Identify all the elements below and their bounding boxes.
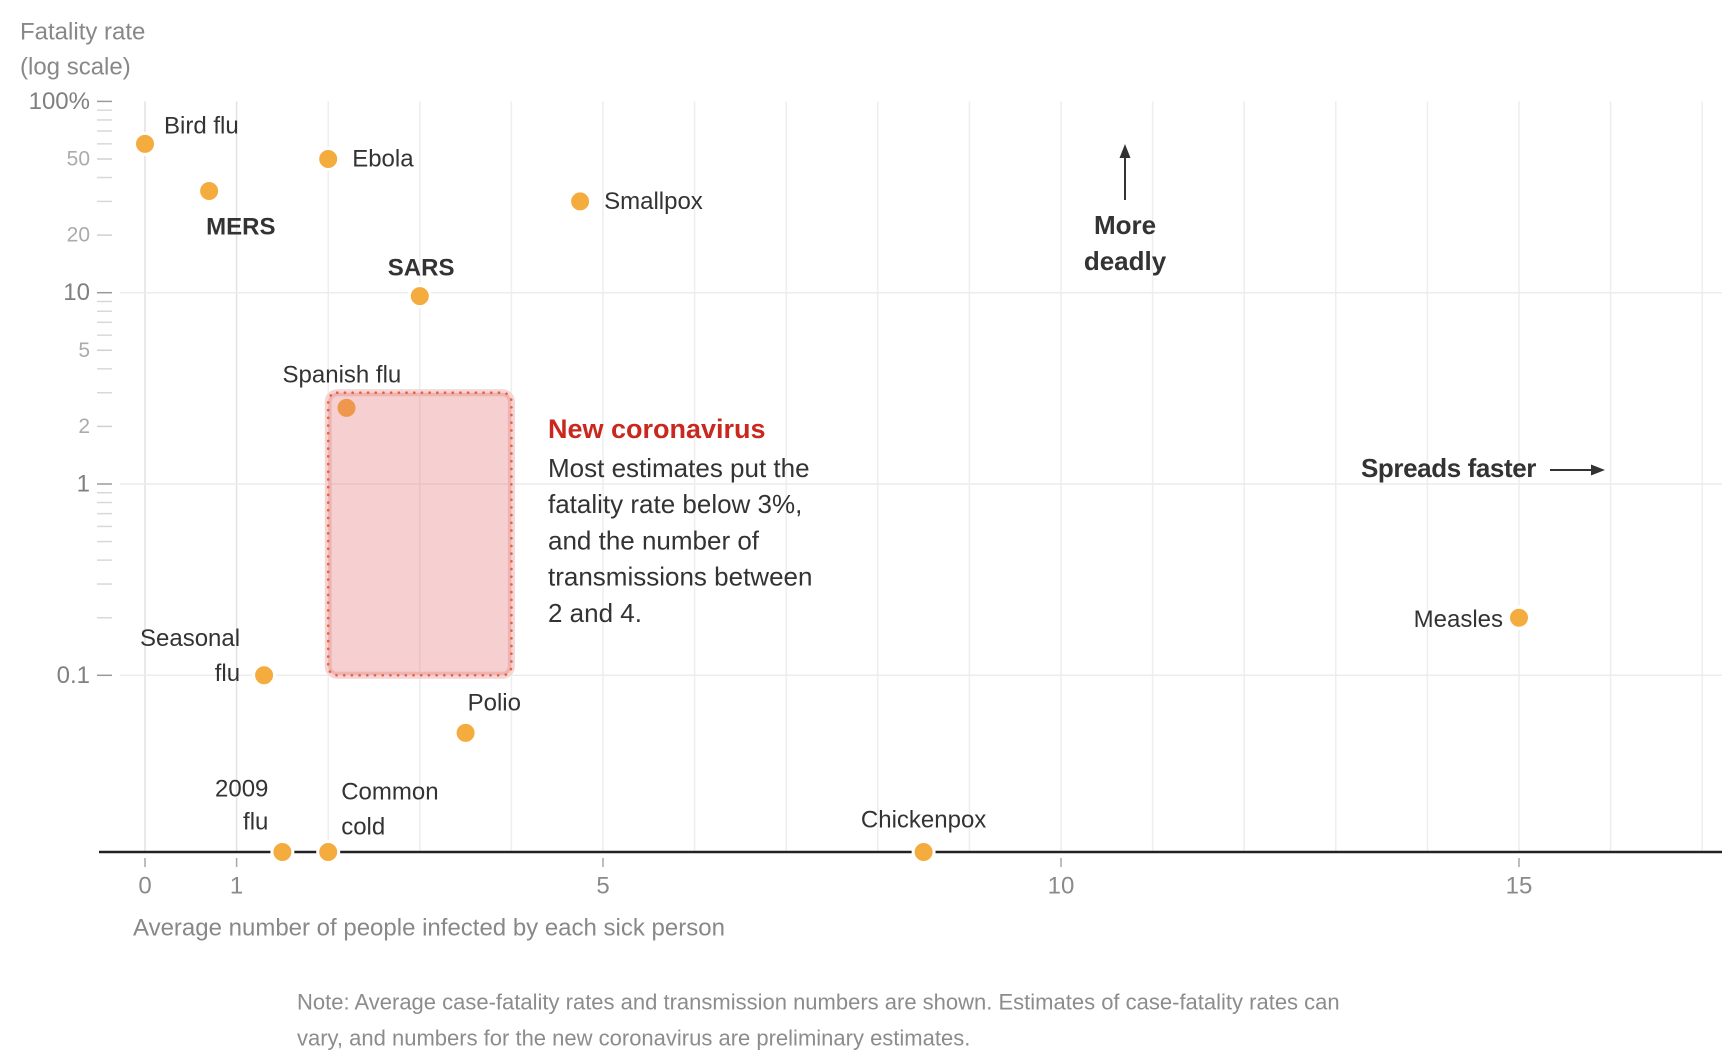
y-tick-label: 10	[63, 279, 90, 306]
annotation: New coronavirus Most estimates put the fat…	[548, 414, 812, 628]
y-tick-label: 100%	[29, 88, 90, 115]
highlight-region-fill	[328, 392, 512, 676]
x-tick-label: 10	[1048, 873, 1075, 900]
annotation-title: New coronavirus	[548, 414, 766, 444]
point-label-spanish-flu: Spanish flu	[283, 361, 402, 388]
y-axis: Fatality rate (log scale) 100% 50 20 10 5 2 1 0.1	[20, 19, 145, 689]
highlight-region	[324, 389, 515, 679]
annotation-line: transmissions between	[548, 562, 812, 592]
annotation-line: Most estimates put the	[548, 453, 810, 483]
x-tick-label: 1	[230, 873, 243, 900]
point-label-2009-flu: 2009	[215, 776, 268, 803]
point-label-seasonal-flu: Seasonal	[140, 625, 240, 652]
point-label-sars: SARS	[388, 255, 455, 282]
data-point-ebola	[316, 146, 341, 171]
y-tick-label: 1	[77, 471, 90, 498]
data-point-seasonal-flu	[252, 663, 277, 688]
annotation-line: fatality rate below 3%,	[548, 489, 802, 519]
point-label-common-cold: cold	[341, 814, 385, 841]
x-tick-label: 5	[596, 873, 609, 900]
more-deadly-label: More	[1094, 210, 1156, 240]
data-point-mers	[197, 179, 222, 204]
data-point-sars	[407, 284, 432, 309]
point-label-2009-flu: flu	[243, 809, 268, 836]
point-label-ebola: Ebola	[352, 145, 414, 172]
y-axis-title: (log scale)	[20, 54, 131, 81]
point-label-chickenpox: Chickenpox	[861, 807, 986, 834]
point-label-bird-flu: Bird flu	[164, 112, 239, 139]
data-point-common-cold	[316, 840, 341, 864]
up-arrow-icon	[1119, 144, 1131, 158]
data-point-bird-flu	[133, 131, 157, 156]
point-label-smallpox: Smallpox	[604, 188, 703, 215]
point-label-measles: Measles	[1414, 606, 1503, 633]
y-axis-title: Fatality rate	[20, 19, 145, 46]
highlight-region-border	[326, 391, 513, 677]
annotation-line: 2 and 4.	[548, 598, 642, 628]
point-label-mers: MERS	[206, 214, 275, 241]
note-text: vary, and numbers for the new coronaviru…	[297, 1026, 970, 1051]
chart-note: Note: Average case-fatality rates and tr…	[297, 990, 1340, 1051]
more-deadly-label: deadly	[1084, 246, 1167, 276]
right-arrow-icon	[1591, 464, 1605, 476]
point-label-polio: Polio	[468, 689, 521, 716]
x-tick-label: 15	[1506, 873, 1533, 900]
data-point-measles	[1507, 605, 1531, 630]
x-tick-label: 0	[138, 873, 151, 900]
data-point-smallpox	[568, 189, 593, 214]
note-text: Note: Average case-fatality rates and tr…	[297, 990, 1340, 1015]
y-tick-label: 20	[67, 224, 90, 247]
data-point-2009-flu	[270, 840, 295, 864]
x-axis-title: Average number of people infected by eac…	[133, 915, 725, 942]
data-point-spanish-flu	[334, 395, 359, 420]
data-points	[133, 131, 1531, 864]
y-tick-label: 0.1	[57, 662, 90, 689]
annotation-line: and the number of	[548, 525, 760, 555]
data-point-polio	[453, 720, 478, 745]
y-tick-label: 50	[67, 147, 90, 170]
y-tick-label: 5	[78, 339, 90, 362]
data-point-chickenpox	[911, 840, 936, 864]
y-tick-label: 2	[78, 415, 90, 438]
direction-labels: More deadly Spreads faster	[1084, 144, 1605, 483]
spreads-faster-label: Spreads faster	[1361, 453, 1536, 483]
point-labels: Bird flu MERS Ebola Smallpox SARS Spanish flu…	[140, 112, 1503, 840]
point-label-seasonal-flu: flu	[215, 660, 240, 687]
point-label-common-cold: Common	[341, 779, 438, 806]
